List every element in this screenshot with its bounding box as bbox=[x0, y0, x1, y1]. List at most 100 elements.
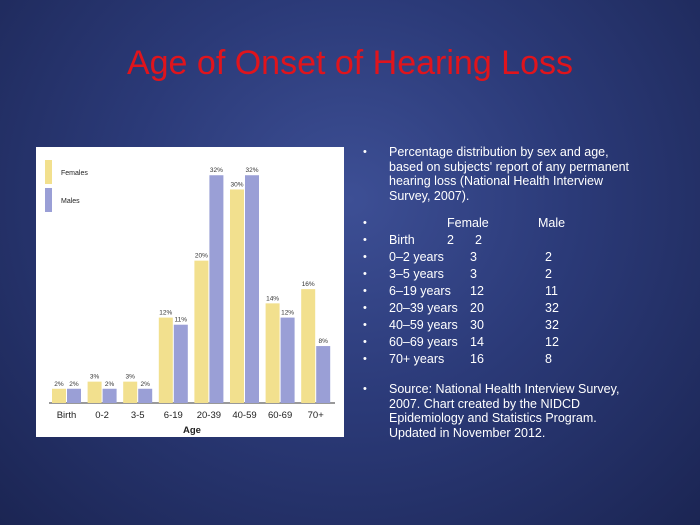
male-cell: 11 bbox=[545, 284, 558, 298]
bullet-dot: • bbox=[363, 146, 367, 158]
intro-bullet: • Percentage distribution by sex and age… bbox=[363, 145, 693, 203]
age-cell: 0–2 years bbox=[389, 250, 444, 264]
table-row: • 6–19 years 12 11 bbox=[363, 284, 693, 301]
bullet-list: • Percentage distribution by sex and age… bbox=[363, 145, 693, 440]
females-data-label: 3% bbox=[125, 374, 135, 381]
female-cell: 3 bbox=[470, 250, 477, 264]
male-cell: 32 bbox=[545, 301, 559, 315]
source-line: Epidemiology and Statistics Program. bbox=[389, 411, 597, 425]
legend-label-males: Males bbox=[61, 198, 80, 205]
females-bar bbox=[301, 289, 316, 403]
table-row: • 40–59 years 30 32 bbox=[363, 318, 693, 335]
table-row: • 0–2 years 3 2 bbox=[363, 250, 693, 267]
source-bullet: • Source: National Health Interview Surv… bbox=[363, 382, 693, 440]
male-cell: 8 bbox=[545, 352, 552, 366]
slide-title: Age of Onset of Hearing Loss bbox=[126, 44, 574, 82]
males-bar bbox=[67, 388, 81, 403]
females-data-label: 16% bbox=[302, 281, 315, 288]
females-data-label: 12% bbox=[159, 310, 172, 317]
female-cell: 30 bbox=[470, 318, 484, 332]
male-header: Male bbox=[538, 216, 566, 230]
age-cell: 20–39 years bbox=[389, 301, 458, 315]
table-row: • 70+ years 16 8 bbox=[363, 352, 693, 369]
females-bar bbox=[123, 381, 138, 403]
males-bar bbox=[102, 388, 117, 403]
female-cell: 20 bbox=[470, 301, 484, 315]
females-bar bbox=[52, 388, 66, 403]
females-bar bbox=[87, 381, 102, 403]
x-tick-label: 20-39 bbox=[197, 410, 221, 421]
males-data-label: 12% bbox=[281, 310, 294, 317]
intro-line: based on subjects' report of any permane… bbox=[389, 159, 630, 174]
males-data-label: 2% bbox=[69, 381, 79, 388]
x-tick-label: 0-2 bbox=[95, 410, 109, 421]
source-line: Updated in November 2012. bbox=[389, 425, 546, 440]
female-cell: 2 bbox=[447, 233, 454, 247]
male-cell: 2 bbox=[545, 267, 552, 281]
males-bar bbox=[316, 346, 331, 403]
x-axis-title: Age bbox=[183, 425, 201, 436]
males-bar bbox=[245, 175, 259, 403]
female-cell: 3 bbox=[470, 267, 477, 281]
males-bar bbox=[280, 317, 295, 403]
age-cell: 3–5 years bbox=[389, 267, 444, 281]
female-cell: 16 bbox=[470, 352, 484, 366]
bullet-dot: • bbox=[363, 319, 367, 331]
female-header: Female bbox=[447, 216, 489, 230]
x-tick-label: 60-69 bbox=[268, 410, 292, 421]
females-bar bbox=[194, 260, 209, 403]
table-row: • 60–69 years 14 12 bbox=[363, 335, 693, 352]
males-data-label: 32% bbox=[245, 167, 258, 174]
male-cell: 12 bbox=[545, 335, 559, 349]
males-data-label: 32% bbox=[210, 167, 223, 174]
chart-svg: 2% 2%Birth3%2%0-23%2%3-512%11%6-1920%32%2… bbox=[45, 160, 335, 436]
legend-label-females: Females bbox=[61, 170, 88, 177]
legend-swatch-females bbox=[45, 160, 52, 184]
intro-line: hearing loss (National Health Interview bbox=[389, 174, 603, 188]
females-bar bbox=[230, 189, 244, 403]
table-row: • 3–5 years 3 2 bbox=[363, 267, 693, 284]
table-row: • Birth 2 2 bbox=[363, 233, 693, 250]
age-cell: 40–59 years bbox=[389, 318, 458, 332]
x-tick-label: 3-5 bbox=[131, 410, 145, 421]
females-bar bbox=[265, 303, 280, 403]
age-cell: 70+ years bbox=[389, 352, 445, 366]
age-cell: 60–69 years bbox=[389, 335, 458, 349]
males-bar bbox=[138, 388, 153, 403]
data-table: • Female Male • Birth 2 2 • 0–2 years 3 2 • 3–5 year… bbox=[363, 216, 693, 369]
females-data-label: 30% bbox=[230, 181, 243, 188]
table-row: • 20–39 years 20 32 bbox=[363, 301, 693, 318]
males-data-label: 2% bbox=[140, 381, 150, 388]
bullet-dot: • bbox=[363, 353, 367, 365]
x-tick-label: 70+ bbox=[308, 410, 325, 421]
bar-chart: 2% 2% Birth 3% 2% 0-2 3% 2% 3-5 12% 11% 6-19 20% 32% 2… bbox=[36, 147, 344, 437]
males-bar bbox=[173, 324, 188, 403]
intro-line: Percentage distribution by sex and age, bbox=[389, 145, 609, 159]
x-tick-label: Birth bbox=[57, 410, 77, 421]
bullet-dot: • bbox=[363, 234, 367, 246]
bullet-dot: • bbox=[363, 268, 367, 280]
male-cell: 2 bbox=[545, 250, 552, 264]
intro-line: Survey, 2007). bbox=[389, 188, 470, 203]
females-data-label: 2% bbox=[54, 381, 64, 388]
females-bar bbox=[158, 317, 173, 403]
source-line: 2007. Chart created by the NIDCD bbox=[389, 396, 581, 411]
males-bar bbox=[209, 175, 224, 403]
bullet-dot: • bbox=[363, 251, 367, 263]
bullet-dot: • bbox=[363, 217, 367, 229]
females-data-label: 20% bbox=[195, 253, 208, 260]
bullet-dot: • bbox=[363, 383, 367, 395]
females-data-label: 14% bbox=[266, 295, 279, 302]
female-cell: 12 bbox=[470, 284, 484, 298]
age-cell: Birth bbox=[389, 233, 415, 247]
x-tick-label: 6-19 bbox=[164, 410, 183, 421]
male-cell: 32 bbox=[545, 318, 559, 332]
females-data-label: 3% bbox=[90, 374, 100, 381]
male-cell: 2 bbox=[475, 233, 482, 247]
legend-swatch-males bbox=[45, 188, 52, 212]
bullet-dot: • bbox=[363, 302, 367, 314]
table-header-row: • Female Male bbox=[363, 216, 693, 233]
age-cell: 6–19 years bbox=[389, 284, 451, 298]
males-data-label: 2% bbox=[105, 381, 115, 388]
x-tick-label: 40-59 bbox=[232, 410, 256, 421]
